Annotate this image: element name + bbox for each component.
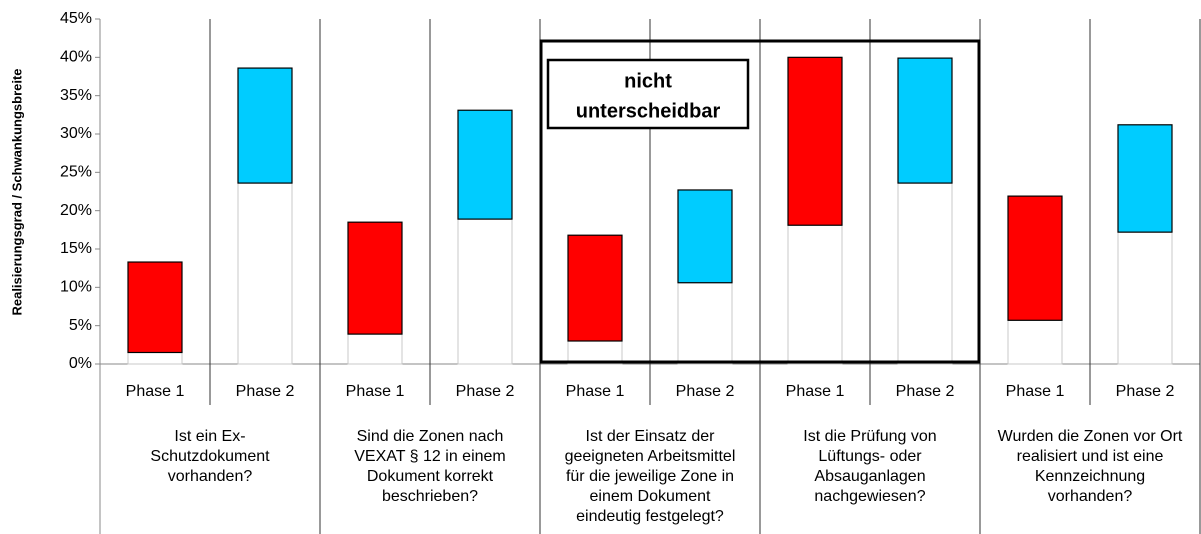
annotation-frame: [539, 39, 981, 364]
y-tick-label: 10%: [60, 279, 92, 296]
x-tick-label: Phase 1: [786, 383, 845, 400]
group-label: vorhanden?: [1048, 488, 1133, 505]
group-label: eindeutig festgelegt?: [576, 508, 724, 525]
y-tick-label: 5%: [69, 317, 92, 334]
x-tick-label: Phase 1: [126, 383, 185, 400]
range-bar: [897, 57, 953, 184]
base-segment: [1117, 231, 1173, 365]
y-tick-label: 0%: [69, 355, 92, 372]
group-label: Sind die Zonen nach: [357, 428, 504, 445]
y-tick-label: 30%: [60, 125, 92, 142]
range-bar: [1007, 195, 1063, 321]
group-label: nachgewiesen?: [814, 488, 925, 505]
range-bar: [457, 109, 513, 220]
x-tick-label: Phase 2: [896, 383, 955, 400]
base-segment: [457, 218, 513, 365]
annotation-text: nicht: [624, 70, 672, 92]
base-segment: [677, 282, 733, 365]
y-tick-label: 40%: [60, 49, 92, 66]
base-segment: [237, 182, 293, 365]
range-bar: [567, 234, 623, 342]
x-tick-label: Phase 1: [346, 383, 405, 400]
range-bar: [787, 56, 843, 226]
x-tick-label: Phase 1: [1006, 383, 1065, 400]
y-tick-label: 25%: [60, 164, 92, 181]
base-segment: [787, 224, 843, 365]
range-bar: [127, 261, 183, 354]
x-tick-label: Phase 2: [676, 383, 735, 400]
group-label: Ist ein Ex-: [174, 428, 245, 445]
group-label: Wurden die Zonen vor Ort: [998, 428, 1183, 445]
x-tick-label: Phase 2: [456, 383, 515, 400]
group-label: Lüftungs- oder: [818, 448, 922, 465]
range-bar: [1117, 124, 1173, 233]
annotation-box: [546, 58, 750, 130]
x-tick-label: Phase 2: [1116, 383, 1175, 400]
y-tick-label: 20%: [60, 202, 92, 219]
base-segment: [897, 182, 953, 365]
group-label: VEXAT § 12 in einem: [354, 448, 506, 465]
base-segment: [347, 333, 403, 365]
group-label: Ist der Einsatz der: [586, 428, 716, 445]
range-bar: [677, 189, 733, 284]
y-tick-label: 15%: [60, 240, 92, 257]
group-label: Ist die Prüfung von: [803, 428, 936, 445]
base-segment: [127, 352, 183, 365]
group-label: vorhanden?: [168, 468, 253, 485]
y-tick-label: 45%: [60, 10, 92, 27]
group-label: Schutzdokument: [150, 448, 270, 465]
x-tick-label: Phase 2: [236, 383, 295, 400]
group-label: einem Dokument: [590, 488, 712, 505]
base-segment: [1007, 319, 1063, 365]
group-label: Absauganlagen: [814, 468, 925, 485]
x-tick-label: Phase 1: [566, 383, 625, 400]
group-label: Dokument korrekt: [367, 468, 494, 485]
annotation-text: unterscheidbar: [576, 100, 721, 122]
group-label: beschrieben?: [382, 488, 478, 505]
group-label: für die jeweilige Zone in: [566, 468, 734, 485]
y-axis-label: Realisierungsgrad / Schwankungsbreite: [9, 68, 24, 315]
range-bar: [237, 67, 293, 184]
range-bar: [347, 221, 403, 335]
group-label: realisiert und ist eine: [1017, 448, 1164, 465]
group-label: Kennzeichnung: [1035, 468, 1145, 485]
y-tick-label: 35%: [60, 87, 92, 104]
group-label: geeigneten Arbeitsmittel: [565, 448, 736, 465]
